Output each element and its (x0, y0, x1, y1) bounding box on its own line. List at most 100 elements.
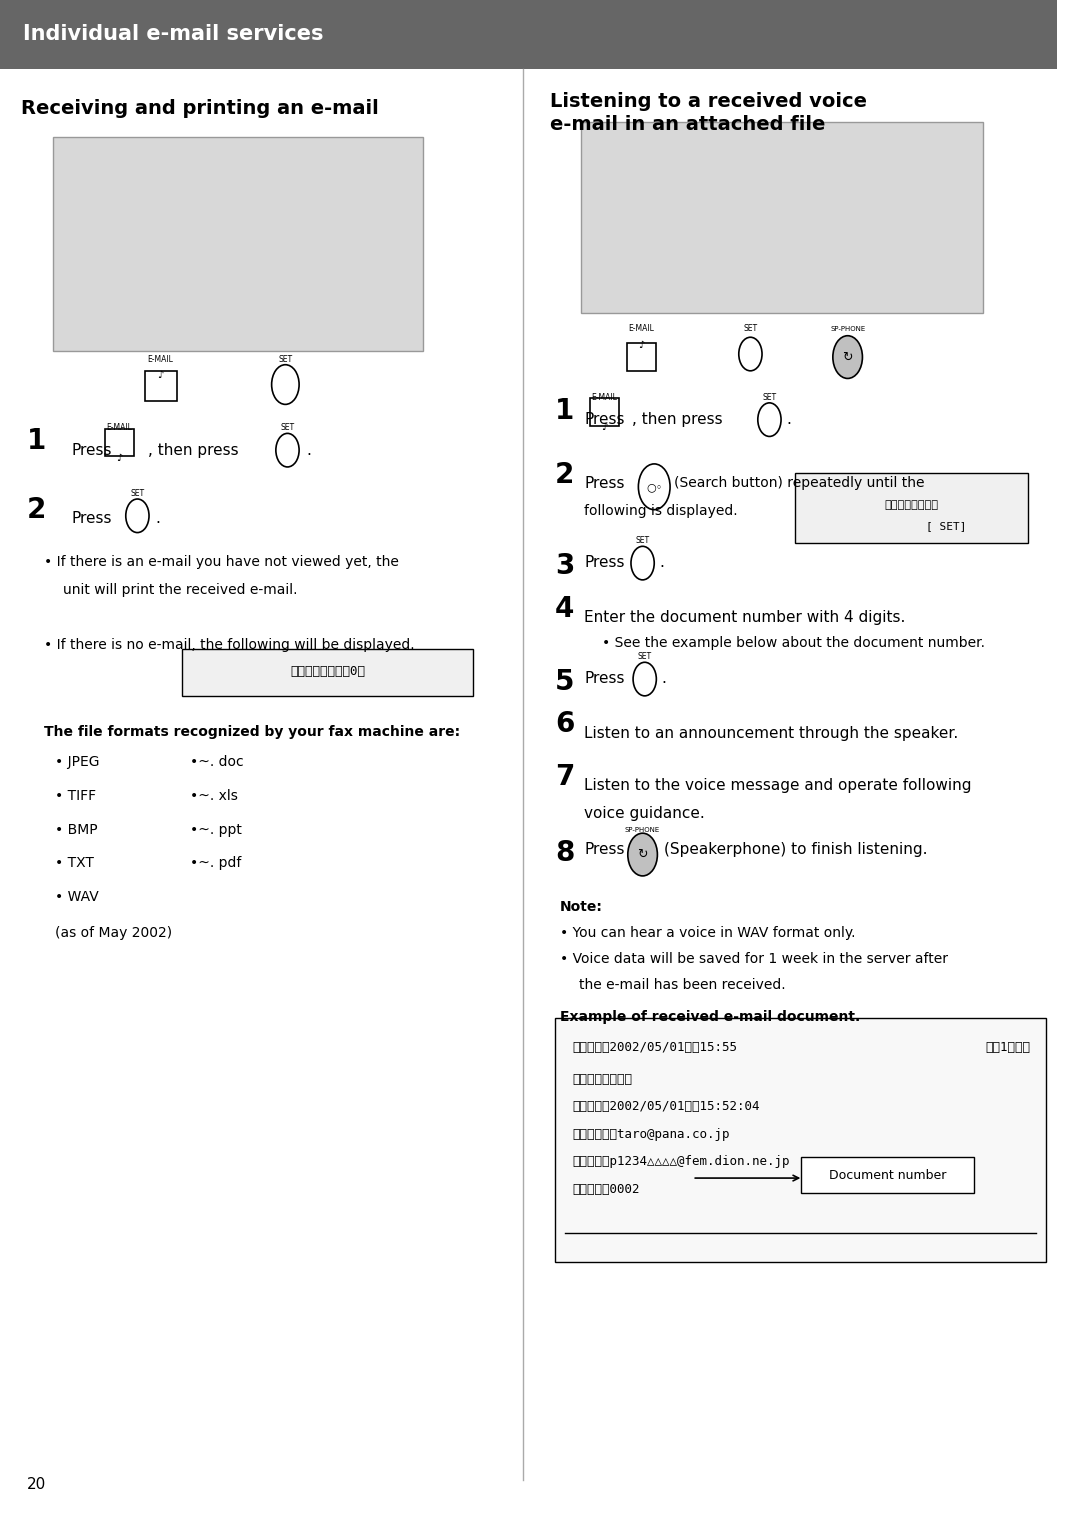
Text: •~. ppt: •~. ppt (190, 823, 242, 836)
Text: Listening to a received voice
e-mail in an attached file: Listening to a received voice e-mail in … (550, 92, 866, 134)
Text: Press: Press (72, 511, 112, 526)
FancyBboxPatch shape (105, 429, 134, 456)
Text: SET: SET (635, 536, 650, 545)
Text: ♪: ♪ (638, 340, 645, 349)
Text: following is displayed.: following is displayed. (584, 504, 738, 517)
Text: the e-mail has been received.: the e-mail has been received. (579, 978, 786, 992)
Text: • TXT: • TXT (55, 856, 94, 870)
Text: 1: 1 (555, 397, 575, 424)
Text: ♪: ♪ (117, 453, 122, 462)
Text: 未受信Ｅメール　0件: 未受信Ｅメール 0件 (291, 665, 365, 678)
FancyBboxPatch shape (53, 137, 422, 351)
Text: SP-PHONE: SP-PHONE (831, 327, 865, 333)
Text: 受信日時：2002/05/01　　15:55: 受信日時：2002/05/01 15:55 (572, 1041, 738, 1054)
Text: Individual e-mail services: Individual e-mail services (24, 23, 324, 44)
FancyBboxPatch shape (626, 343, 657, 371)
Text: 4: 4 (555, 595, 575, 623)
Text: ♪: ♪ (602, 423, 608, 432)
Text: • If there is no e-mail, the following will be displayed.: • If there is no e-mail, the following w… (44, 638, 415, 652)
Text: 2: 2 (555, 461, 575, 488)
Circle shape (633, 662, 657, 696)
Text: 7: 7 (555, 763, 575, 790)
Text: ↻: ↻ (842, 351, 853, 363)
Circle shape (631, 546, 654, 580)
Text: • Voice data will be saved for 1 week in the server after: • Voice data will be saved for 1 week in… (561, 952, 948, 966)
Text: SET: SET (281, 423, 295, 432)
Text: ○◦: ○◦ (646, 482, 662, 491)
Text: •~. doc: •~. doc (190, 755, 244, 769)
FancyBboxPatch shape (801, 1157, 974, 1193)
Text: E-MAIL: E-MAIL (107, 423, 133, 432)
Text: 8: 8 (555, 839, 575, 867)
Text: E-MAIL: E-MAIL (148, 354, 174, 363)
Circle shape (272, 365, 299, 404)
Text: 1: 1 (26, 427, 45, 455)
Text: Document number: Document number (829, 1169, 946, 1181)
Circle shape (627, 833, 658, 876)
Text: [ SET]: [ SET] (926, 522, 967, 531)
Text: •~. pdf: •~. pdf (190, 856, 242, 870)
Text: 3: 3 (555, 552, 575, 580)
Text: Listen to an announcement through the speaker.: Listen to an announcement through the sp… (584, 726, 959, 742)
Text: .: . (786, 412, 792, 427)
FancyBboxPatch shape (181, 649, 473, 696)
Text: Enter the document number with 4 digits.: Enter the document number with 4 digits. (584, 610, 906, 626)
Text: Receiving and printing an e-mail: Receiving and printing an e-mail (22, 99, 379, 118)
Text: 20: 20 (26, 1477, 45, 1492)
Circle shape (125, 499, 149, 533)
Text: 音声Ｅメール受信: 音声Ｅメール受信 (885, 501, 939, 510)
Text: Press: Press (584, 476, 625, 491)
Text: (Search button) repeatedly until the: (Search button) repeatedly until the (674, 476, 924, 490)
Text: • You can hear a voice in WAV format only.: • You can hear a voice in WAV format onl… (561, 926, 855, 940)
Text: unit will print the received e-mail.: unit will print the received e-mail. (64, 583, 298, 597)
Text: 2: 2 (26, 496, 45, 523)
Text: • BMP: • BMP (55, 823, 97, 836)
Text: , then press: , then press (148, 443, 239, 458)
Text: Press: Press (584, 555, 625, 571)
Text: タイトル：鳥の声: タイトル：鳥の声 (572, 1073, 633, 1087)
Text: 差　出　人：taro@pana.co.jp: 差 出 人：taro@pana.co.jp (572, 1128, 730, 1141)
Text: ↻: ↻ (637, 848, 648, 861)
Text: 5: 5 (555, 668, 575, 696)
Text: voice guidance.: voice guidance. (584, 806, 705, 821)
Text: Press: Press (584, 412, 625, 427)
Text: • JPEG: • JPEG (55, 755, 99, 769)
Text: .: . (156, 511, 160, 526)
Text: The file formats recognized by your fax machine are:: The file formats recognized by your fax … (44, 725, 460, 739)
Text: Listen to the voice message and operate following: Listen to the voice message and operate … (584, 778, 972, 794)
Circle shape (739, 337, 762, 371)
Text: (as of May 2002): (as of May 2002) (55, 926, 172, 940)
Text: SET: SET (131, 488, 145, 497)
Text: 合計1ページ: 合計1ページ (985, 1041, 1030, 1054)
Text: • WAV: • WAV (55, 890, 98, 903)
Text: 送信日時：2002/05/01　　15:52:04: 送信日時：2002/05/01 15:52:04 (572, 1100, 760, 1114)
Text: SET: SET (743, 324, 757, 333)
Text: SET: SET (762, 392, 777, 401)
Text: Note:: Note: (561, 900, 603, 914)
FancyBboxPatch shape (590, 398, 619, 426)
Text: SET: SET (637, 652, 651, 661)
Circle shape (275, 433, 299, 467)
Circle shape (833, 336, 863, 378)
Text: .: . (660, 555, 664, 571)
FancyBboxPatch shape (581, 122, 983, 313)
Text: 6: 6 (555, 710, 575, 737)
Text: • TIFF: • TIFF (55, 789, 96, 803)
Text: E-MAIL: E-MAIL (592, 392, 618, 401)
Text: E-MAIL: E-MAIL (629, 324, 654, 333)
FancyBboxPatch shape (0, 0, 1057, 69)
Text: • If there is an e-mail you have not viewed yet, the: • If there is an e-mail you have not vie… (44, 555, 400, 569)
Text: (Speakerphone) to finish listening.: (Speakerphone) to finish listening. (664, 842, 928, 858)
Text: SET: SET (279, 354, 293, 363)
Text: .: . (307, 443, 311, 458)
FancyBboxPatch shape (555, 1018, 1047, 1262)
Circle shape (638, 464, 670, 510)
Text: Press: Press (584, 671, 625, 687)
Text: .: . (662, 671, 666, 687)
Text: 文書番号：0002: 文書番号：0002 (572, 1183, 640, 1196)
FancyBboxPatch shape (795, 473, 1028, 543)
Text: SP-PHONE: SP-PHONE (625, 827, 660, 833)
Text: Press: Press (584, 842, 625, 858)
Circle shape (758, 403, 781, 436)
Text: Example of received e-mail document.: Example of received e-mail document. (561, 1010, 861, 1024)
